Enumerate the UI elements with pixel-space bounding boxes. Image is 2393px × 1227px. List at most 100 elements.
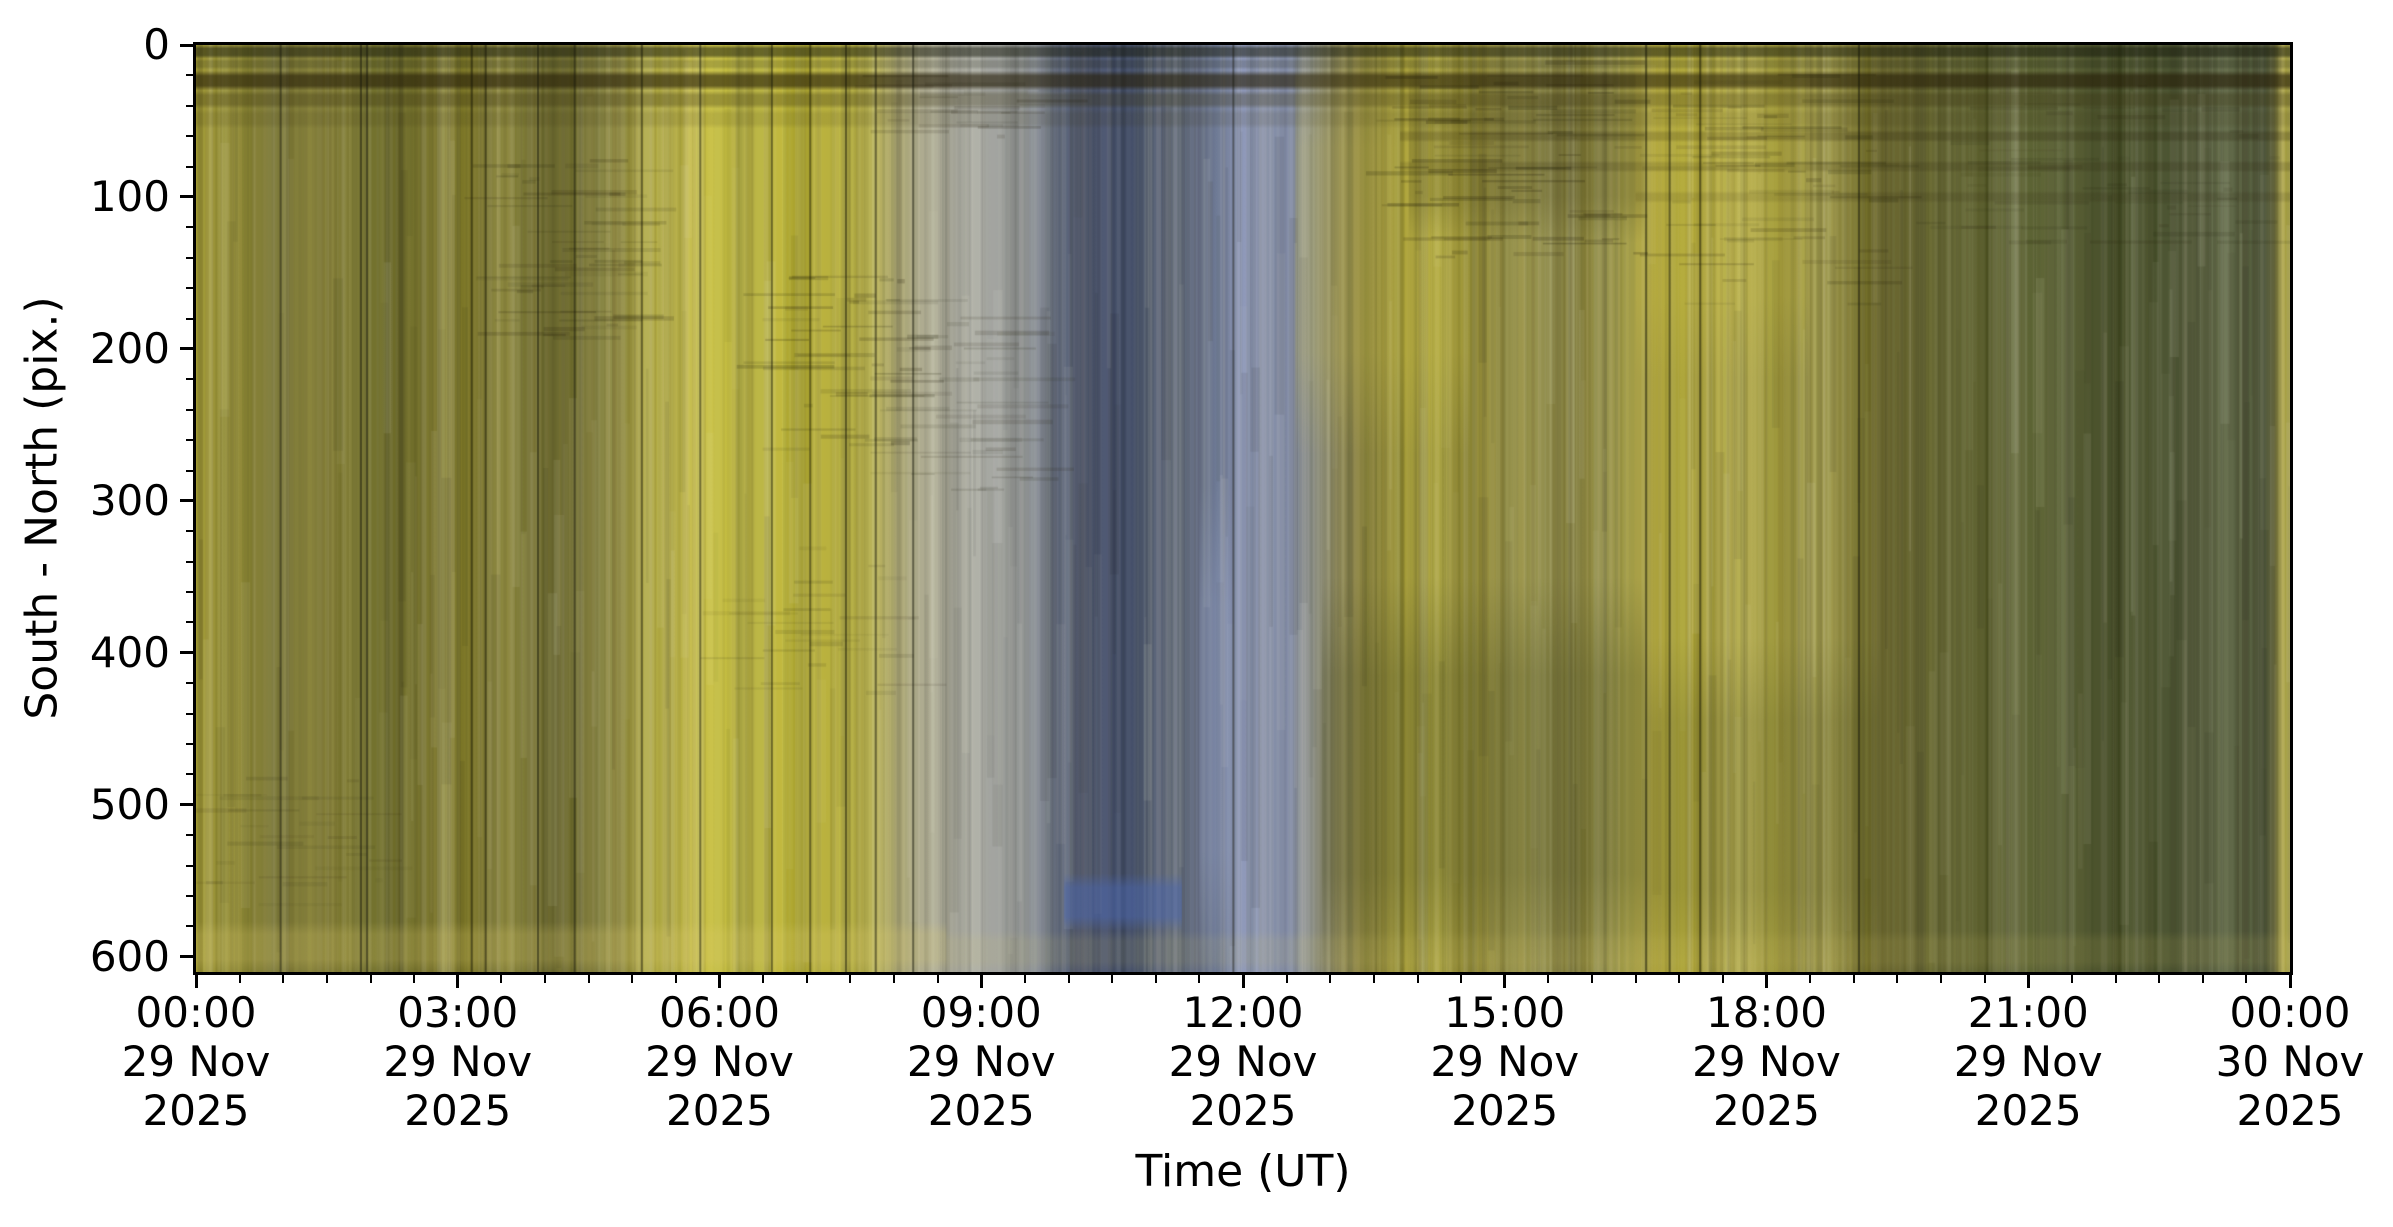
x-tick-date: 29 Nov [1692,1037,1841,1086]
x-tick-year: 2025 [666,1086,773,1135]
x-tick-date: 29 Nov [1953,1037,2103,1086]
x-minor-tick [325,975,328,983]
y-minor-tick [186,74,193,77]
x-minor-tick [2201,975,2204,983]
y-tick-label: 100 [89,171,170,221]
x-tick-year: 2025 [927,1086,1035,1135]
y-minor-tick [186,378,193,381]
x-major-tick [194,975,198,988]
x-tick-label: 00:00 29 Nov 2025 [122,988,271,1135]
x-tick-time: 15:00 [1444,988,1566,1037]
x-minor-tick [1809,975,1812,983]
x-tick-year: 2025 [1974,1086,2082,1135]
x-minor-tick [1634,975,1637,983]
x-minor-tick [1198,975,1201,983]
x-minor-tick [1154,975,1157,983]
x-major-tick [718,975,721,988]
x-tick-date: 30 Nov [2215,1037,2365,1086]
y-minor-tick [186,530,193,533]
y-minor-tick [186,256,193,259]
x-tick-year: 2025 [1451,1086,1559,1135]
x-minor-tick [413,975,416,983]
y-major-tick [180,803,193,807]
x-minor-tick [2070,975,2073,983]
x-minor-tick [369,975,372,983]
y-minor-tick [186,925,193,928]
x-minor-tick [1721,975,1724,983]
x-minor-tick [587,975,590,983]
x-tick-time: 06:00 [658,988,781,1037]
x-minor-tick [1329,975,1332,983]
y-major-tick [180,955,193,959]
x-minor-tick [238,975,241,983]
x-tick-label: 09:00 29 Nov 2025 [907,988,1056,1135]
x-tick-label: 18:00 29 Nov 2025 [1692,988,1841,1135]
y-minor-tick [186,135,193,138]
x-tick-label: 15:00 29 Nov 2025 [1430,988,1579,1135]
y-axis-label: South - North (pix.) [16,296,68,720]
keogram-canvas [196,45,2290,972]
y-tick-label: 0 [143,20,170,69]
x-minor-tick [849,975,852,983]
y-minor-tick [186,895,193,898]
y-tick-label: 300 [89,475,170,525]
x-minor-tick [2245,975,2248,983]
y-major-tick [180,499,193,503]
y-minor-tick [186,287,193,290]
x-tick-date: 29 Nov [383,1037,533,1086]
y-tick-label: 400 [89,627,170,677]
y-minor-tick [186,682,193,685]
x-minor-tick [1983,975,1986,983]
y-major-tick [180,347,193,351]
x-tick-date: 29 Nov [1430,1037,1580,1086]
y-minor-tick [186,834,193,837]
y-major-tick [180,195,193,199]
x-tick-label: 00:00 30 Nov 2025 [2216,988,2365,1135]
x-axis-label: Time (UT) [1135,1146,1351,1197]
y-major-tick [180,43,193,47]
y-minor-tick [186,743,193,746]
x-major-tick [456,975,460,988]
x-minor-tick [1285,975,1288,983]
y-minor-tick [186,104,193,107]
x-tick-year: 2025 [404,1086,512,1135]
x-tick-date: 29 Nov [121,1037,271,1086]
y-minor-tick [186,621,193,624]
x-major-tick [2026,975,2030,988]
x-tick-label: 03:00 29 Nov 2025 [383,988,532,1135]
y-tick-label: 600 [89,931,170,981]
x-tick-date: 29 Nov [906,1037,1056,1086]
x-minor-tick [1940,975,1942,983]
x-minor-tick [2114,975,2117,983]
y-minor-tick [186,439,193,442]
y-minor-tick [186,560,193,563]
x-minor-tick [500,975,503,983]
y-minor-tick [186,408,193,411]
x-minor-tick [1372,975,1375,983]
x-minor-tick [1416,975,1419,983]
x-minor-tick [1852,975,1855,983]
x-tick-time: 00:00 [2229,988,2351,1037]
y-minor-tick [186,591,193,594]
x-tick-year: 2025 [142,1086,250,1135]
x-minor-tick [805,975,808,983]
y-minor-tick [186,773,193,776]
x-tick-label: 06:00 29 Nov 2025 [645,988,794,1135]
y-minor-tick [186,226,193,229]
x-minor-tick [936,975,939,983]
x-major-tick [1503,975,1507,988]
y-minor-tick [186,469,193,472]
x-minor-tick [2158,975,2161,983]
x-tick-time: 18:00 [1705,988,1828,1037]
y-minor-tick [186,864,193,867]
x-minor-tick [1067,975,1070,983]
x-minor-tick [1460,975,1463,983]
x-tick-date: 29 Nov [1168,1037,1318,1086]
x-tick-time: 21:00 [1967,988,2089,1037]
x-minor-tick [282,975,285,983]
x-minor-tick [1023,975,1026,983]
x-tick-year: 2025 [2236,1086,2344,1135]
y-minor-tick [186,317,193,320]
x-minor-tick [674,975,677,983]
